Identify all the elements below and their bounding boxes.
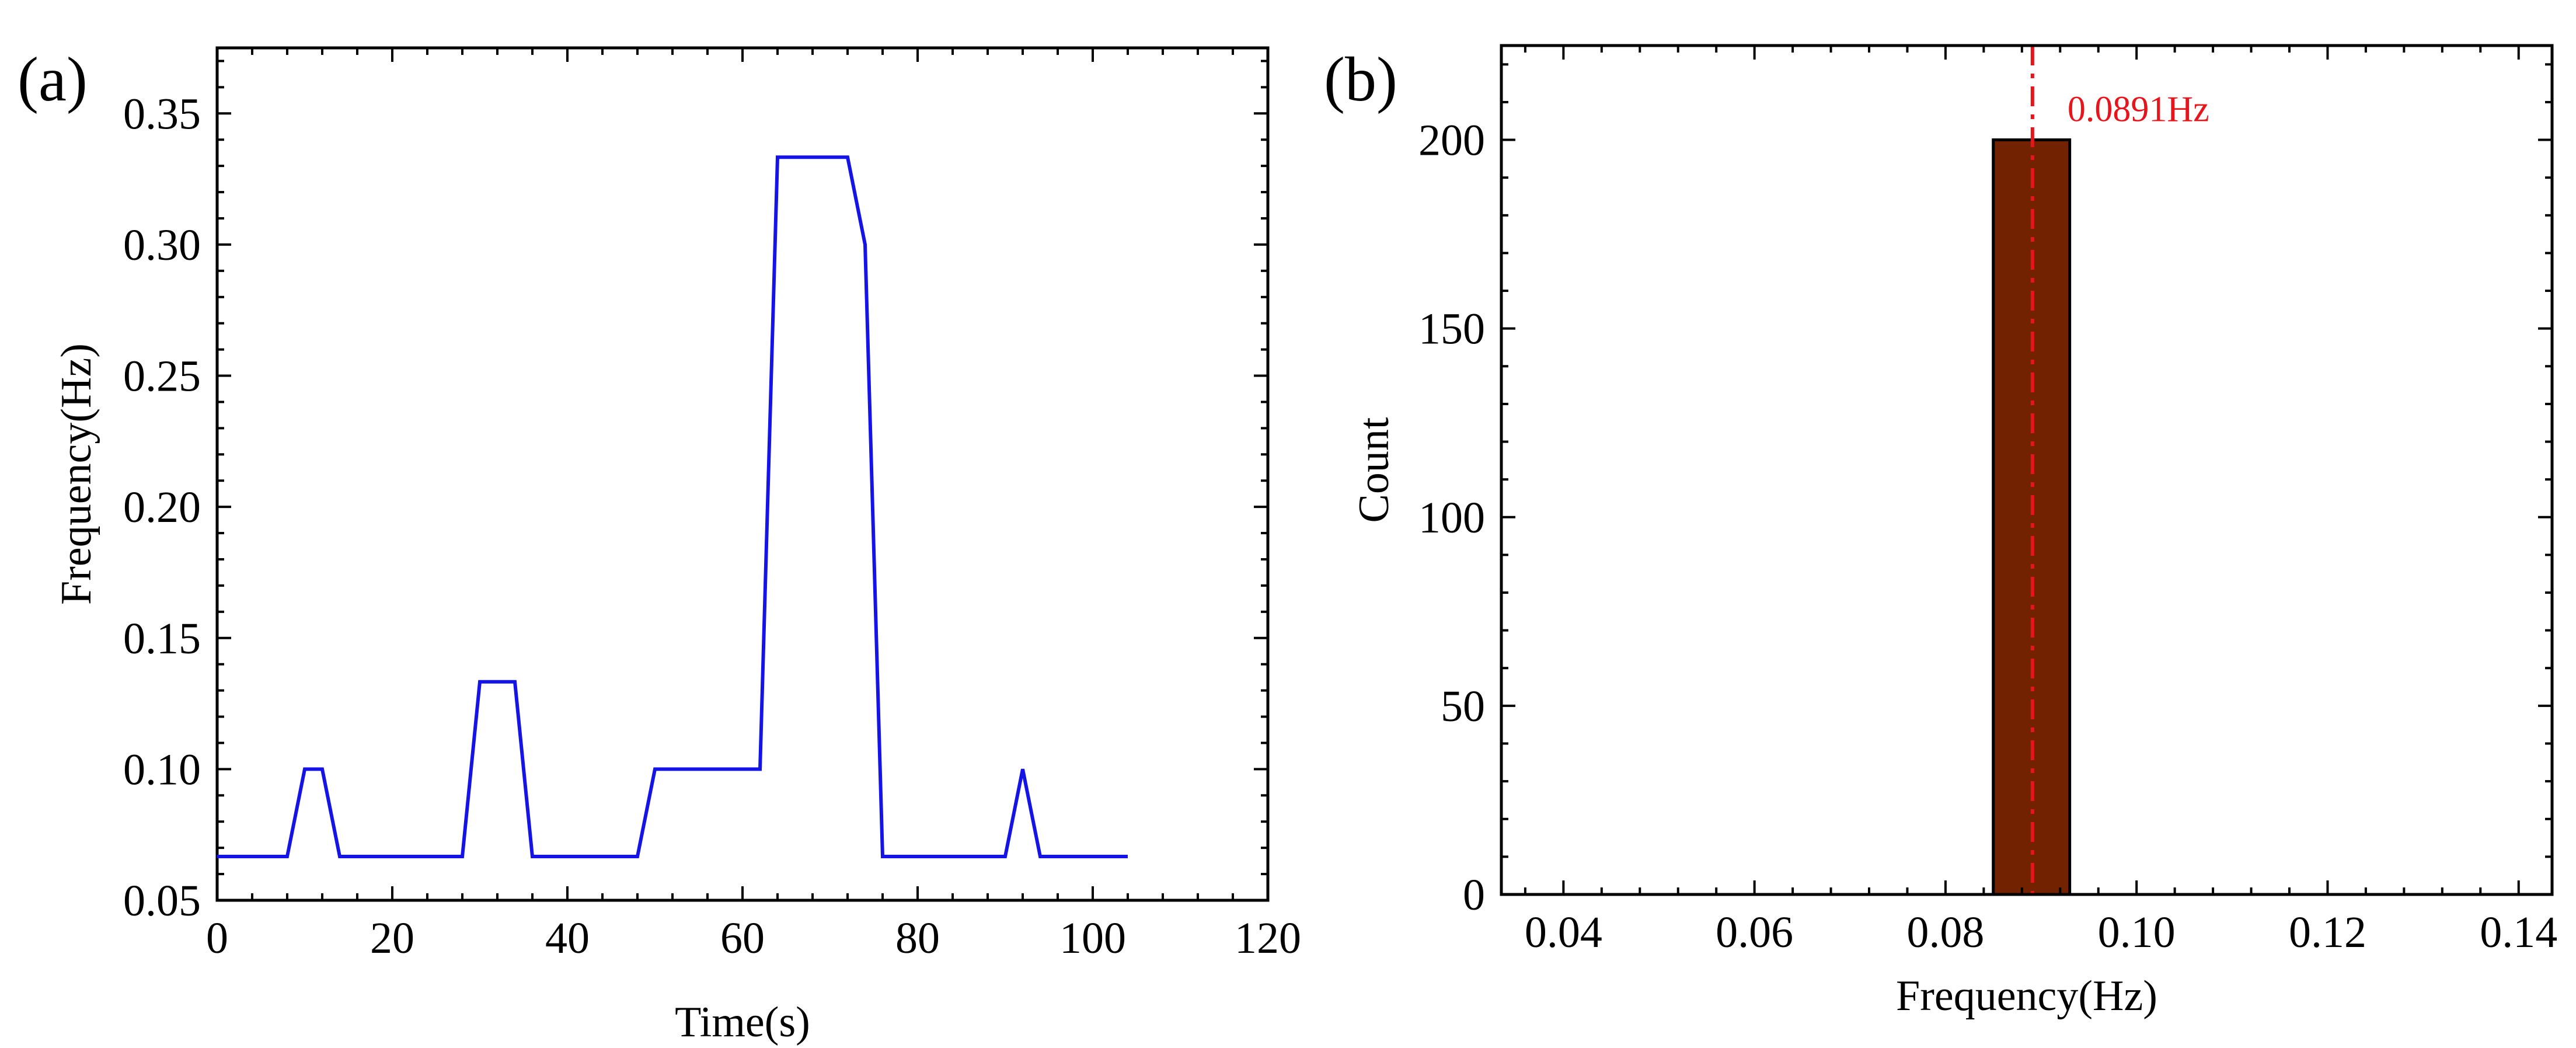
panel-a-x-tick-label: 120	[1235, 914, 1301, 963]
panel-b-x-tick-labels: 0.04 0.06 0.08 0.10 0.12 0.14	[1525, 908, 2557, 957]
panel-a-y-ticks	[217, 60, 1268, 901]
panel-b-y-tick-label: 0	[1463, 871, 1485, 920]
panel-b-x-tick-label: 0.04	[1525, 908, 1602, 957]
panel-a-plot-frame	[215, 46, 1270, 902]
panel-a-y-tick-label: 0.05	[123, 876, 201, 925]
panel-a-x-tick-label: 80	[895, 914, 940, 963]
panel-a-y-tick-labels: 0.05 0.10 0.15 0.20 0.25 0.30 0.35	[123, 89, 201, 925]
panel-b-mean-label: 0.0891Hz	[2068, 90, 2209, 130]
panel-a-line-chart: (a) 0 20 40 60 80 100 120 0.05 0.10 0.15 0.20 0.25…	[18, 45, 1301, 1046]
panel-a-y-tick-label: 0.20	[123, 483, 201, 532]
panel-a-x-ticks	[216, 48, 1269, 900]
panel-b-y-tick-label: 100	[1418, 493, 1485, 542]
panel-b-y-tick-label: 50	[1441, 682, 1485, 731]
panel-b-x-tick-label: 0.10	[2098, 908, 2176, 957]
panel-b-y-tick-labels: 0 50 100 150 200	[1418, 116, 1485, 920]
panel-b-label: (b)	[1324, 45, 1397, 114]
panel-b-y-ticks	[1501, 63, 2552, 896]
panel-a-y-tick-label: 0.30	[123, 221, 201, 270]
panel-a-x-tick-labels: 0 20 40 60 80 100 120	[206, 914, 1301, 963]
panel-b-x-ticks	[1524, 46, 2520, 894]
panel-b-histogram: (b) 0.0891Hz 0.04 0.06 0.08 0.10 0.12 0.14 0 5…	[1324, 44, 2557, 1020]
panel-b-y-tick-label: 200	[1418, 116, 1485, 165]
panel-a-x-tick-label: 40	[545, 914, 590, 963]
panel-b-y-tick-label: 150	[1418, 305, 1485, 354]
panel-a-x-axis-label: Time(s)	[675, 998, 810, 1046]
panel-a-label: (a)	[18, 45, 88, 114]
panel-b-plot-frame	[1500, 44, 2554, 896]
panel-a-frequency-line	[217, 155, 1128, 858]
panel-a-y-tick-label: 0.25	[123, 352, 201, 401]
panel-b-x-tick-label: 0.08	[1906, 908, 1984, 957]
panel-b-x-tick-label: 0.06	[1716, 908, 1793, 957]
panel-b-x-axis-label: Frequency(Hz)	[1896, 972, 2157, 1020]
panel-b-x-tick-label: 0.12	[2289, 908, 2366, 957]
panel-b-x-tick-label: 0.14	[2480, 908, 2557, 957]
panel-a-y-tick-label: 0.35	[123, 89, 201, 138]
panel-a-y-tick-label: 0.10	[123, 745, 201, 794]
panel-b-y-axis-label: Count	[1350, 417, 1398, 523]
panel-a-y-tick-label: 0.15	[123, 614, 201, 663]
panel-a-x-tick-label: 20	[370, 914, 414, 963]
panel-a-x-tick-label: 100	[1059, 914, 1126, 963]
panel-a-x-tick-label: 0	[206, 914, 228, 963]
panel-a-y-axis-label: Frequency(Hz)	[53, 343, 100, 605]
panel-a-x-tick-label: 60	[720, 914, 765, 963]
